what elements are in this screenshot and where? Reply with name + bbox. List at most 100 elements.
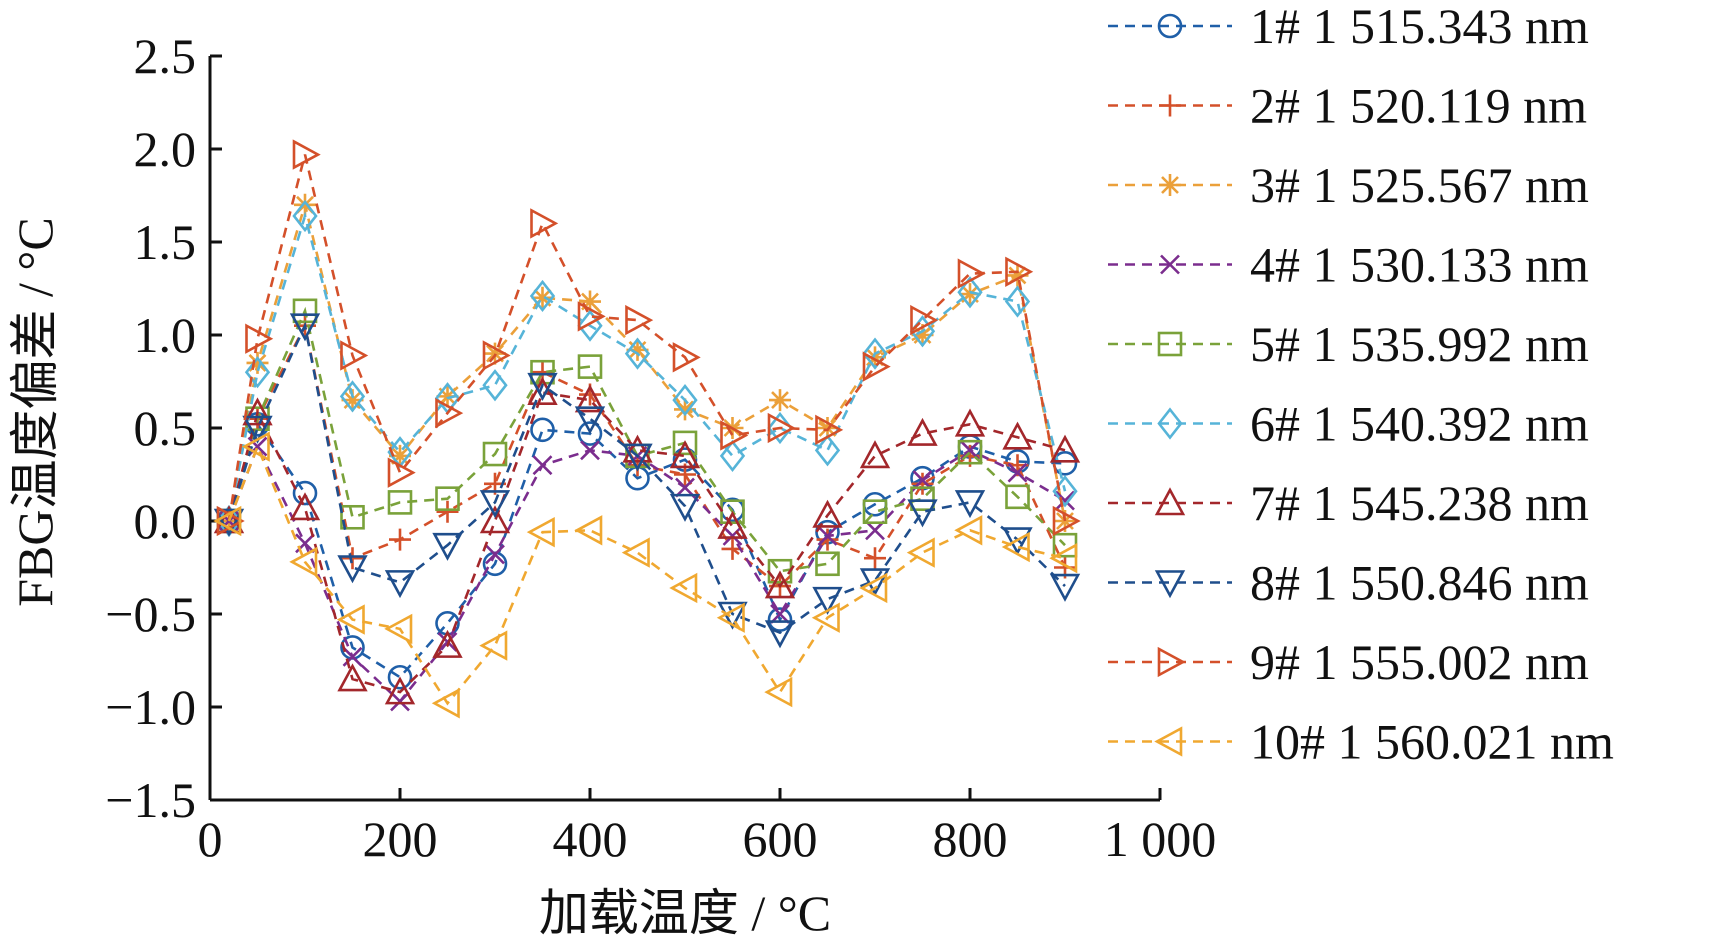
data-point [1004,285,1031,318]
legend-label: 10# 1 560.021 nm [1250,714,1614,770]
data-point [289,313,321,342]
legend-item: 2# 1 520.119 nm [1108,78,1587,134]
data-point [432,629,463,658]
data-point [292,480,318,506]
legend-marker [1159,174,1181,196]
y-tick-label: 1.5 [134,214,197,270]
data-point [341,389,364,412]
data-point [247,436,268,457]
series-line [227,211,1067,522]
data-point [244,356,271,389]
legend-marker [1159,94,1181,117]
data-point [717,510,748,539]
data-point [485,544,505,565]
data-point [530,417,555,443]
data-point [767,412,796,444]
legend-label: 8# 1 550.846 nm [1250,555,1589,611]
legend-marker [1154,570,1186,599]
data-point [722,525,743,546]
data-point [387,490,413,515]
data-point [716,602,745,633]
x-tick-label: 800 [933,811,1008,867]
data-point [577,301,606,332]
data-point [484,342,506,365]
data-point [811,602,840,633]
data-point [246,351,269,374]
legend-label: 1# 1 515.343 nm [1250,0,1589,54]
data-point [815,414,844,446]
data-point [435,486,460,511]
data-point [289,546,318,578]
data-point [954,408,986,437]
series-9 [216,139,1081,537]
data-point [294,193,316,216]
data-point [579,290,601,313]
data-point [213,508,245,537]
data-point [1006,264,1029,287]
axes: −1.5 −1.0 −0.5 0.0 0.5 1.0 1.5 2.0 2.5 0 200 400 600… [105,28,1216,867]
data-point [389,444,411,467]
series-6 [216,199,1078,538]
y-tick-label: 1.0 [134,307,197,363]
data-point [669,572,698,604]
x-axis-title: 加载温度 / °C [539,885,831,941]
data-point [767,411,793,445]
data-point [1005,256,1034,287]
data-point [669,493,701,522]
x-tick-label: 0 [198,811,223,867]
data-point [340,340,369,371]
data-point [531,286,554,309]
data-point [812,499,843,528]
y-tick-label: 2.0 [134,121,197,177]
legend-marker [1157,331,1183,357]
data-point [1002,527,1033,556]
data-point [865,520,885,541]
data-point [719,439,746,473]
data-point [245,323,274,354]
data-point [580,440,600,461]
data-point [817,525,838,546]
data-point [622,434,653,463]
series-group [213,139,1081,719]
data-point [387,664,413,690]
legend-label: 3# 1 525.567 nm [1250,157,1589,213]
data-point [764,570,796,599]
data-point [431,688,460,719]
data-point [384,570,416,599]
legend-item: 1# 1 515.343 nm [1108,0,1589,54]
data-point [384,676,416,705]
data-point [625,304,654,336]
data-point [1052,451,1078,476]
legend-label: 7# 1 545.238 nm [1250,475,1589,531]
data-point [479,490,511,519]
legend-item: 4# 1 530.133 nm [1108,237,1589,293]
data-point [1002,421,1033,450]
y-tick-label: −0.5 [105,586,196,642]
data-point [384,613,413,645]
legend-marker [1160,254,1180,275]
data-point [1052,505,1081,537]
data-point [532,455,553,476]
data-point [816,528,839,551]
data-point [672,430,698,456]
legend-item: 8# 1 550.846 nm [1108,555,1589,611]
series-7 [213,376,1081,705]
data-point [292,199,318,233]
data-point [292,298,318,324]
data-point [574,384,606,413]
data-point [1055,490,1075,511]
data-point [479,630,508,661]
data-point [242,415,273,444]
data-point [764,620,796,649]
legend-item: 7# 1 545.238 nm [1108,475,1589,531]
data-point [959,283,981,306]
data-point [530,359,555,385]
data-point [530,208,559,239]
series-line [227,443,1066,706]
series-line [227,391,1066,694]
data-point [390,691,410,712]
data-point [435,397,464,429]
data-point [577,421,603,446]
